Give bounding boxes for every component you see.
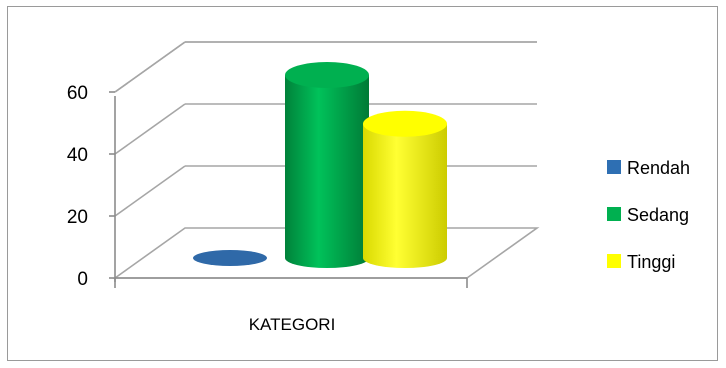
bar-tinggi	[363, 110, 447, 268]
bar-top	[193, 250, 267, 266]
bar-sedang	[285, 62, 369, 268]
legend-swatch-rendah	[607, 160, 621, 174]
x-category-label: KATEGORI	[249, 315, 336, 334]
legend-label-rendah: Rendah	[627, 158, 690, 178]
legend-swatch-tinggi	[607, 254, 621, 268]
legend-swatch-sedang	[607, 207, 621, 221]
bar-rendah	[193, 250, 267, 266]
gridline-slant	[114, 103, 186, 155]
y-tick-label: 20	[67, 207, 88, 228]
legend-label-tinggi: Tinggi	[627, 252, 675, 272]
legend-label-sedang: Sedang	[627, 205, 689, 225]
bar-body	[285, 75, 369, 268]
legend: Rendah Sedang Tinggi	[607, 158, 690, 272]
y-tick-label: 0	[77, 269, 88, 290]
bars	[193, 62, 447, 268]
gridlines	[114, 41, 537, 217]
bar-body	[363, 123, 447, 268]
y-axis-ticks: 0 20 40 60	[67, 83, 115, 290]
bar-top	[363, 110, 447, 137]
bar-top	[285, 62, 369, 88]
y-tick-label: 60	[67, 83, 88, 104]
gridline-slant	[114, 41, 186, 93]
y-tick-label: 40	[67, 145, 88, 166]
chart-frame	[7, 6, 718, 361]
gridline-slant	[114, 165, 186, 217]
